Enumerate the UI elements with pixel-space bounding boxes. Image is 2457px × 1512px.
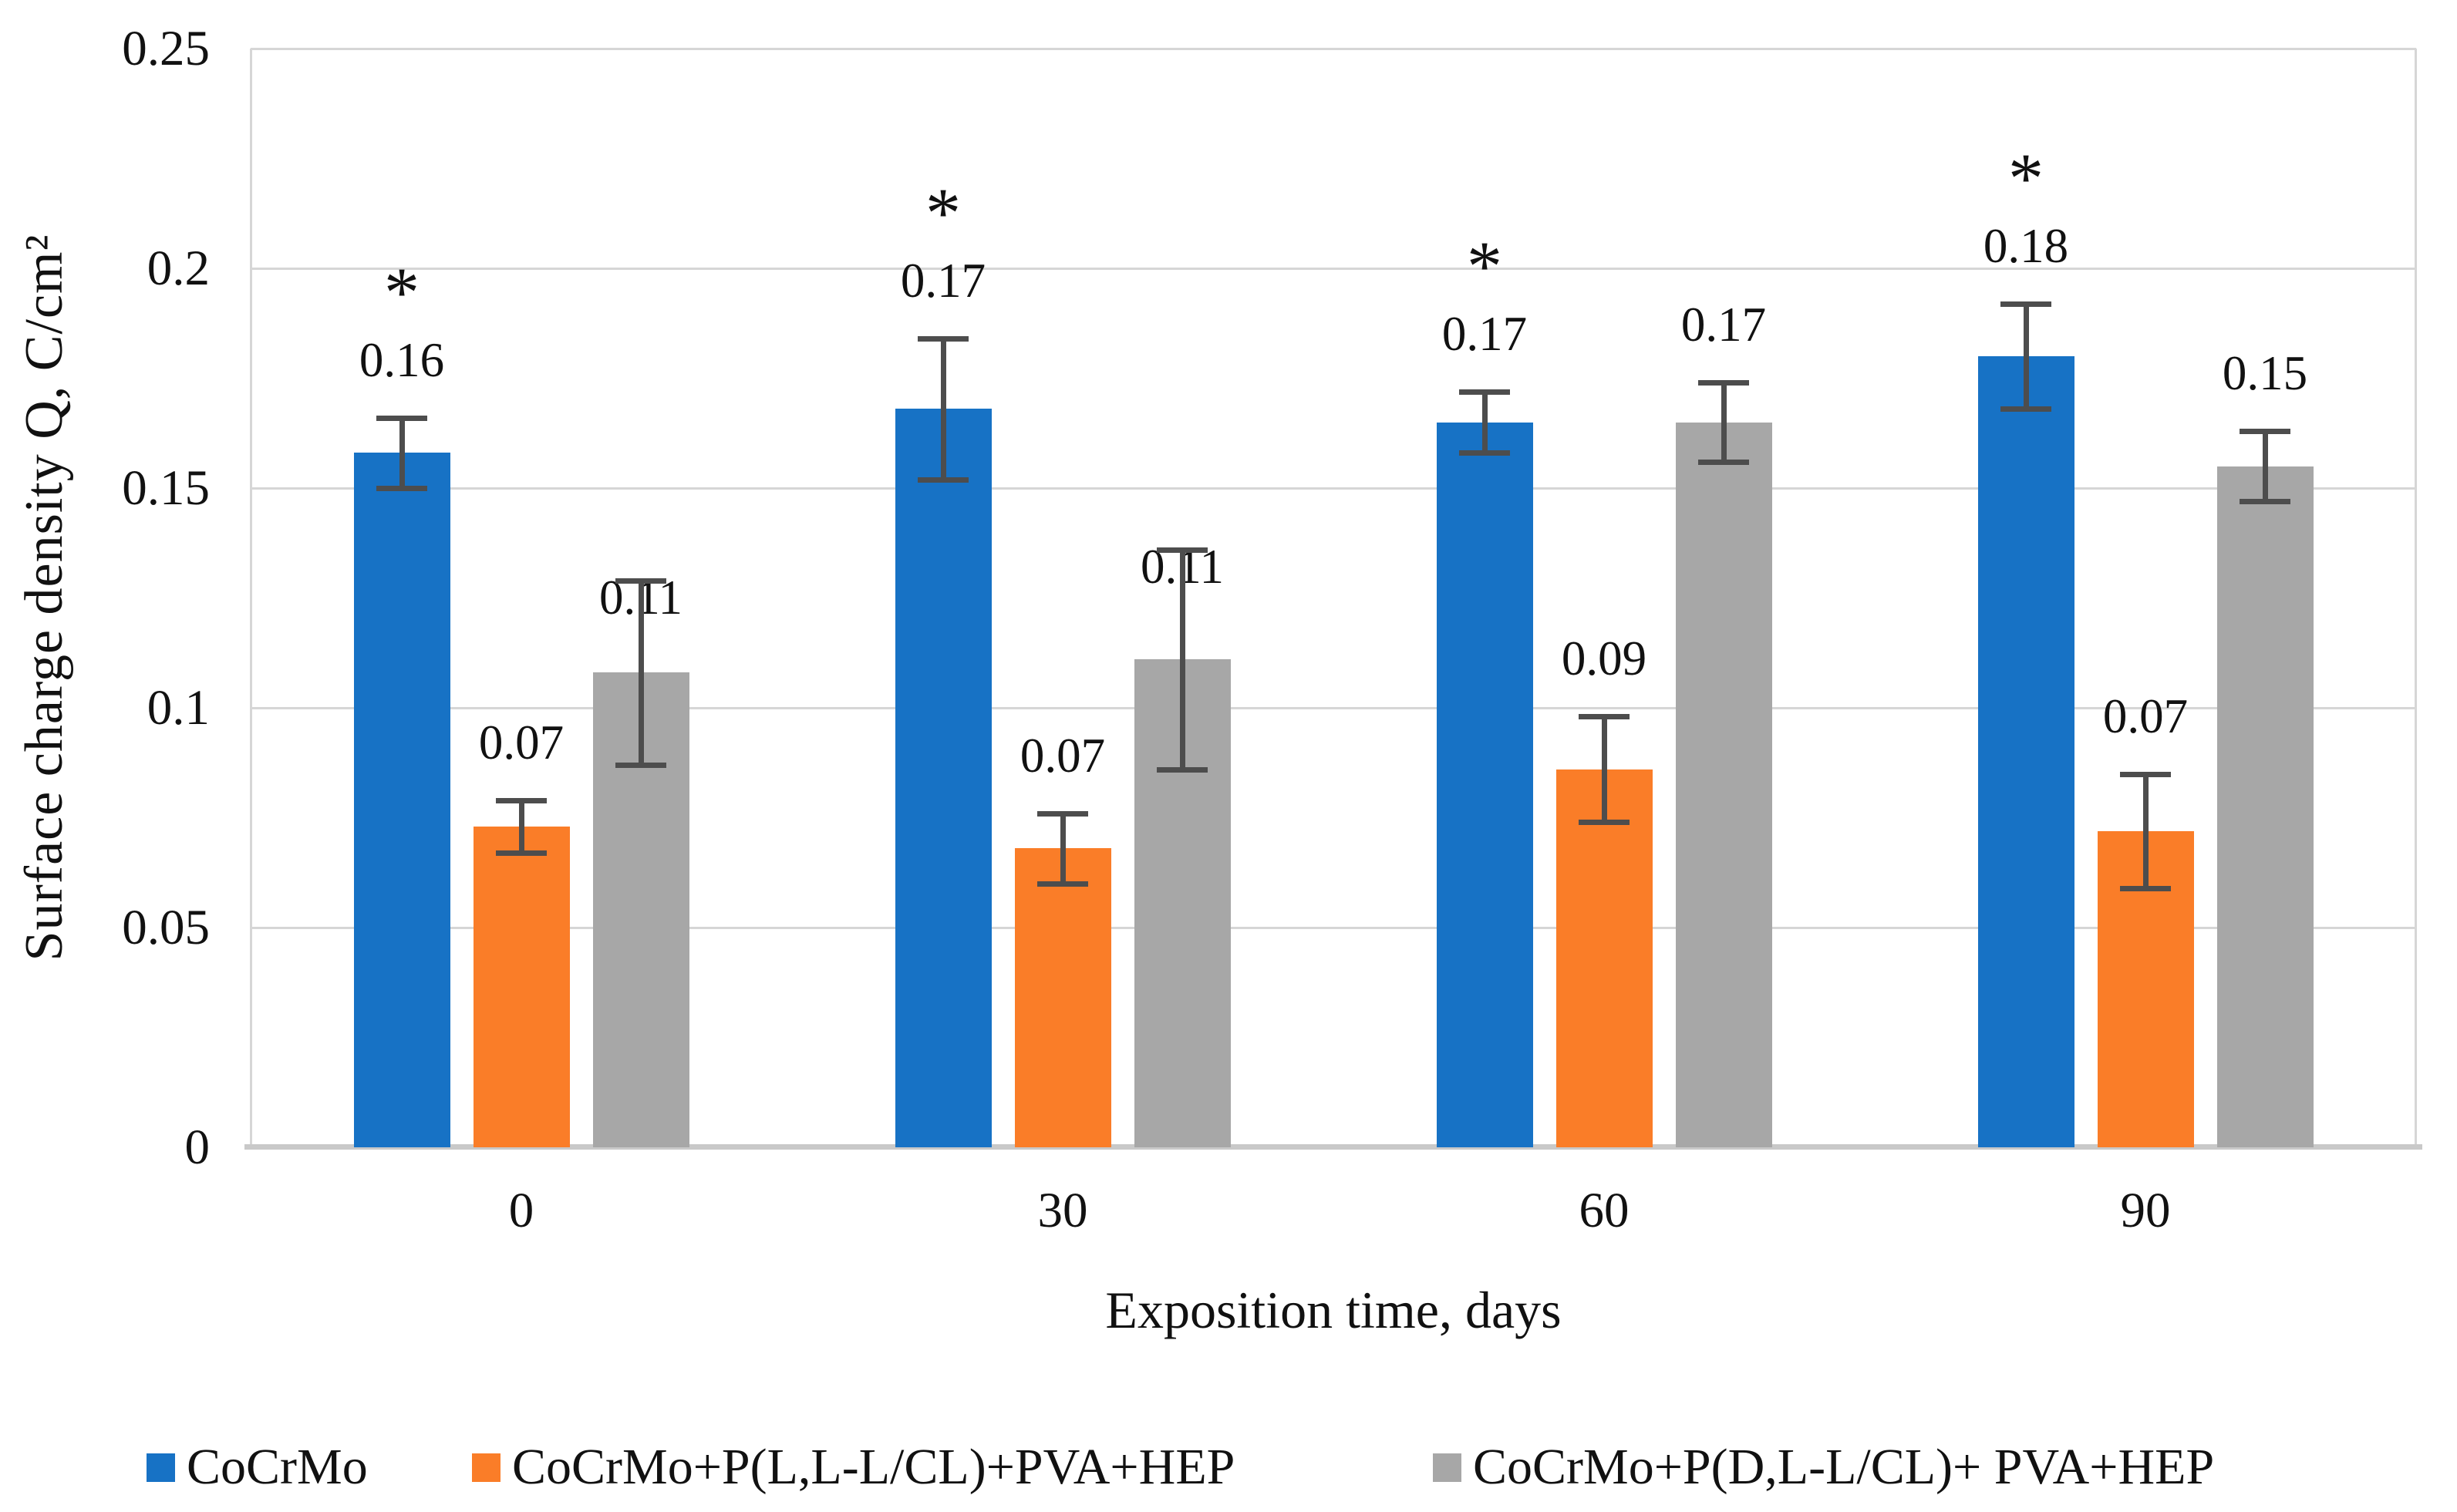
error-bar-cap-bottom xyxy=(1698,459,1749,465)
gridline xyxy=(251,47,2416,50)
legend-item: CoCrMo+P(D,L-L/CL)+ PVA+HEP xyxy=(1433,1439,2215,1495)
error-bar-cap-bottom xyxy=(1037,881,1088,887)
error-bar-whisker xyxy=(518,800,524,854)
legend-item: CoCrMo+P(L,L-L/CL)+PVA+HEP xyxy=(472,1439,1235,1495)
bar-value-label: 0.17 xyxy=(1441,306,1528,361)
error-bar-cap-bottom xyxy=(2000,406,2051,413)
bar-value-label: 0.16 xyxy=(359,332,445,387)
error-bar-whisker xyxy=(940,338,946,480)
bar xyxy=(353,453,450,1147)
error-bar-cap-top xyxy=(496,797,547,803)
error-bar-cap-top xyxy=(615,578,666,584)
significance-asterisk: * xyxy=(2008,138,2044,217)
y-axis-title: Surface charge density Q, C/cm² xyxy=(15,234,74,961)
bar xyxy=(1977,356,2074,1147)
bar-value-label: 0.07 xyxy=(1020,728,1106,783)
bar xyxy=(895,409,992,1147)
y-tick-label: 0.05 xyxy=(122,900,210,955)
bar-value-label: 0.09 xyxy=(1561,631,1647,686)
plot-area: 0.16*0.17*0.17*0.18*0.070.070.090.070.11… xyxy=(244,47,2422,1150)
gridline xyxy=(251,267,2416,270)
gridline xyxy=(251,487,2416,490)
error-bar-cap-top xyxy=(1157,547,1208,553)
bar xyxy=(1675,422,1772,1147)
significance-asterisk: * xyxy=(384,252,420,332)
x-tick-label: 90 xyxy=(2120,1183,2171,1238)
error-bar-cap-top xyxy=(1579,714,1630,720)
gridline xyxy=(251,706,2416,709)
error-bar-whisker xyxy=(2142,773,2149,888)
bar-value-label: 0.15 xyxy=(2222,345,2308,400)
y-tick-label: 0.1 xyxy=(147,680,210,736)
bar-value-label: 0.17 xyxy=(1680,298,1767,352)
legend-label: CoCrMo+P(D,L-L/CL)+ PVA+HEP xyxy=(1473,1439,2215,1495)
bar-value-label: 0.07 xyxy=(478,715,565,769)
x-axis-baseline xyxy=(244,1144,2422,1150)
error-bar-whisker xyxy=(1481,391,1488,453)
error-bar-cap-bottom xyxy=(918,476,969,483)
bar-value-label: 0.18 xyxy=(1983,218,2069,273)
error-bar-cap-bottom xyxy=(496,850,547,857)
error-bar-cap-bottom xyxy=(1459,450,1510,456)
error-bar-whisker xyxy=(399,417,405,488)
significance-asterisk: * xyxy=(1467,226,1502,305)
error-bar-cap-top xyxy=(1459,389,1510,395)
bar xyxy=(1436,422,1533,1147)
error-bar-cap-bottom xyxy=(2240,499,2290,505)
bar-value-label: 0.17 xyxy=(900,254,986,308)
bar xyxy=(1555,769,1653,1147)
error-bar-whisker xyxy=(1060,813,1066,884)
error-bar-cap-bottom xyxy=(1579,820,1630,826)
y-tick-label: 0 xyxy=(184,1120,211,1175)
legend-swatch xyxy=(147,1453,175,1482)
legend-item: CoCrMo xyxy=(147,1439,368,1495)
plot-border-right xyxy=(2415,49,2417,1147)
error-bar-cap-bottom xyxy=(615,763,666,769)
error-bar-whisker xyxy=(2262,430,2268,502)
x-tick-label: 0 xyxy=(508,1183,534,1238)
error-bar-cap-top xyxy=(376,415,427,421)
plot-border-left xyxy=(250,49,252,1147)
error-bar-whisker xyxy=(1601,716,1607,823)
error-bar-whisker xyxy=(1179,549,1185,769)
error-bar-cap-bottom xyxy=(1157,766,1208,773)
legend-swatch xyxy=(472,1453,501,1482)
legend-label: CoCrMo+P(L,L-L/CL)+PVA+HEP xyxy=(512,1439,1235,1495)
x-tick-label: 30 xyxy=(1037,1183,1088,1238)
error-bar-cap-top xyxy=(2240,428,2290,434)
gridline xyxy=(251,926,2416,929)
error-bar-cap-top xyxy=(918,336,969,342)
y-tick-label: 0.25 xyxy=(122,21,210,76)
legend-swatch xyxy=(1433,1453,1461,1482)
x-axis-title: Exposition time, days xyxy=(1105,1281,1562,1339)
x-tick-label: 60 xyxy=(1579,1183,1630,1238)
error-bar-whisker xyxy=(1721,382,1727,462)
error-bar-cap-top xyxy=(1698,380,1749,386)
error-bar-cap-bottom xyxy=(2120,885,2171,891)
significance-asterisk: * xyxy=(925,173,961,253)
bar xyxy=(1014,848,1111,1147)
error-bar-whisker xyxy=(2023,303,2029,409)
error-bar-cap-top xyxy=(2120,771,2171,777)
error-bar-whisker xyxy=(638,580,644,766)
error-bar-cap-top xyxy=(1037,810,1088,817)
bar xyxy=(2216,466,2314,1147)
y-tick-label: 0.15 xyxy=(122,460,210,516)
error-bar-cap-bottom xyxy=(376,486,427,491)
y-tick-label: 0.2 xyxy=(147,241,210,296)
bar xyxy=(473,826,570,1147)
bar-value-label: 0.07 xyxy=(2102,689,2189,743)
error-bar-cap-top xyxy=(2000,301,2051,307)
legend-label: CoCrMo xyxy=(187,1439,368,1495)
